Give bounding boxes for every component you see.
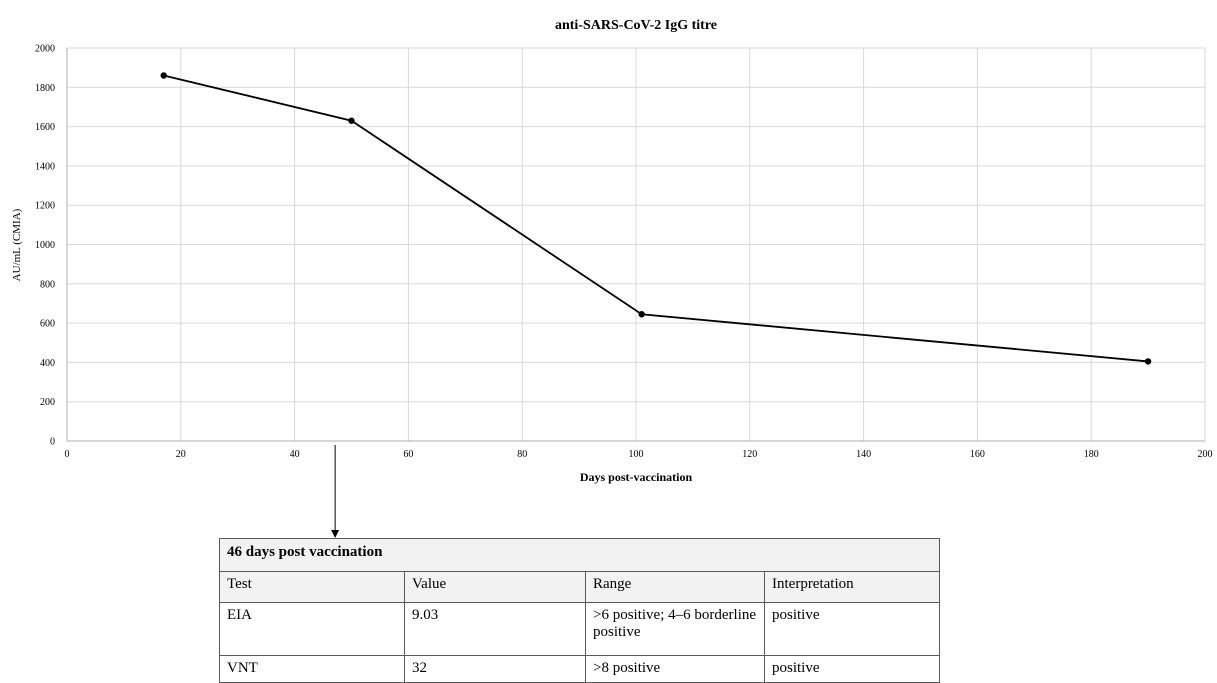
x-tick-label: 20 xyxy=(176,449,186,460)
x-tick-label: 60 xyxy=(403,449,413,460)
table-row: VNT 32 >8 positive positive xyxy=(219,655,940,683)
table-title-row: 46 days post vaccination xyxy=(219,538,940,572)
x-tick-label: 120 xyxy=(742,449,757,460)
column-header-interpretation: Interpretation xyxy=(764,571,940,603)
annotation-arrow-head xyxy=(331,530,340,538)
y-tick-label: 2000 xyxy=(35,44,55,55)
x-tick-label: 80 xyxy=(517,449,527,460)
column-header-range: Range xyxy=(585,571,765,603)
y-tick-label: 600 xyxy=(40,319,55,330)
results-table: 46 days post vaccination Test Value Rang… xyxy=(219,538,940,683)
x-axis-label: Days post-vaccination xyxy=(580,470,693,484)
series xyxy=(160,72,1152,365)
data-point xyxy=(1144,358,1152,365)
x-tick-label: 180 xyxy=(1084,449,1099,460)
y-tick-label: 400 xyxy=(40,358,55,369)
x-tick-label: 40 xyxy=(290,449,300,460)
y-tick-label: 0 xyxy=(50,437,55,448)
y-tick-label: 1000 xyxy=(35,240,55,251)
y-axis-ticks: 0 200 400 600 800 1000 1200 1400 1600 1800 2000 xyxy=(35,44,55,448)
y-tick-label: 1800 xyxy=(35,83,55,94)
x-tick-label: 140 xyxy=(856,449,871,460)
x-axis-ticks: 0 20 40 60 80 100 120 140 160 180 200 xyxy=(65,449,1213,460)
column-header-value: Value xyxy=(404,571,586,603)
y-tick-label: 800 xyxy=(40,279,55,290)
table-row: EIA 9.03 >6 positive; 4–6 borderline pos… xyxy=(219,602,940,656)
column-header-test: Test xyxy=(219,571,405,603)
annotation xyxy=(331,445,340,538)
table-title: 46 days post vaccination xyxy=(219,538,940,572)
data-point xyxy=(638,311,645,318)
cell-range: >8 positive xyxy=(585,655,765,683)
y-tick-label: 1200 xyxy=(35,201,55,212)
grid xyxy=(67,47,1206,441)
y-tick-label: 1600 xyxy=(35,122,55,133)
cell-value: 9.03 xyxy=(404,602,586,656)
cell-interpretation: positive xyxy=(764,655,940,683)
x-tick-label: 0 xyxy=(65,449,70,460)
chart-title: anti-SARS-CoV-2 IgG titre xyxy=(555,18,717,33)
y-tick-label: 1400 xyxy=(35,161,55,172)
x-tick-label: 100 xyxy=(629,449,644,460)
cell-test: VNT xyxy=(219,655,405,683)
cell-test: EIA xyxy=(219,602,405,656)
data-point xyxy=(348,117,355,124)
data-point xyxy=(160,72,167,79)
y-axis-label: AU/mL (CMIA) xyxy=(11,208,23,281)
table-header-row: Test Value Range Interpretation xyxy=(219,571,940,603)
y-tick-label: 200 xyxy=(40,397,55,408)
cell-value: 32 xyxy=(404,655,586,683)
cell-interpretation: positive xyxy=(764,602,940,656)
x-tick-label: 200 xyxy=(1198,449,1213,460)
series-line xyxy=(163,74,1149,363)
x-tick-label: 160 xyxy=(970,449,985,460)
axes xyxy=(66,48,1205,442)
cell-range: >6 positive; 4–6 borderline positive xyxy=(585,602,765,656)
